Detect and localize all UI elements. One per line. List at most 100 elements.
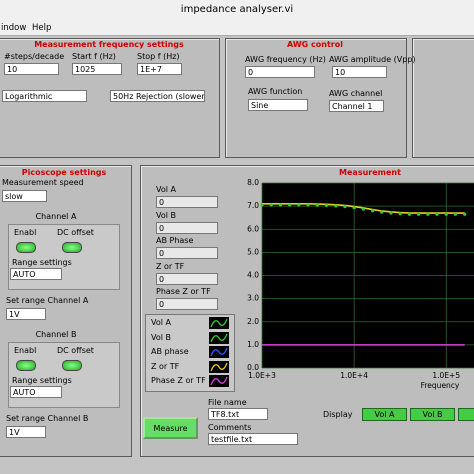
data-point	[260, 203, 264, 207]
title-bar	[0, 0, 474, 21]
data-point	[352, 206, 356, 210]
stop-input[interactable]: 1E+7	[137, 63, 182, 75]
legend-icon	[209, 317, 229, 329]
label: Enabl	[14, 228, 37, 237]
measure-button[interactable]: Measure	[143, 417, 198, 439]
label: AWG amplitude (Vpp)	[329, 55, 416, 64]
group-title: Channel B	[35, 330, 77, 339]
indicator-value[interactable]: 0	[156, 272, 218, 285]
y-tick-label: 6.0	[247, 224, 259, 233]
data-point	[444, 212, 448, 216]
indicator-value[interactable]: 0	[156, 221, 218, 234]
display-toggle[interactable]: Vol B	[410, 408, 455, 421]
label: AWG frequency (Hz)	[245, 55, 326, 64]
label: DC offset	[57, 346, 94, 355]
indicator-label: Phase Z or TF	[156, 287, 211, 296]
range-dropdown[interactable]: AUTO	[10, 268, 62, 280]
y-tick-label: 4.0	[247, 271, 259, 280]
dc-offset-led[interactable]	[62, 360, 82, 371]
dc-offset-led[interactable]	[62, 242, 82, 253]
legend-label: Vol B	[151, 332, 171, 342]
data-point	[288, 203, 292, 207]
enable-led[interactable]	[16, 360, 36, 371]
y-tick-label: 8.0	[247, 178, 259, 187]
data-point	[389, 211, 393, 215]
data-point	[306, 203, 310, 207]
data-point	[269, 203, 273, 207]
indicator-label: Z or TF	[156, 261, 185, 271]
indicator-label: Vol B	[156, 210, 176, 220]
indicator-label: AB Phase	[156, 236, 194, 245]
group-title: Channel A	[35, 212, 77, 221]
start-input[interactable]: 1025	[72, 63, 122, 75]
menu-bar	[0, 21, 474, 36]
set-range-dropdown[interactable]: 1V	[6, 308, 46, 320]
comments-input[interactable]: testfile.txt	[208, 433, 298, 445]
awg-function-input[interactable]: Sine	[248, 99, 308, 111]
legend-icon	[209, 331, 229, 344]
legend-icon	[209, 360, 229, 373]
data-point	[278, 203, 283, 207]
awg-panel	[225, 38, 407, 158]
legend-icon	[209, 346, 229, 359]
channel-b-group	[8, 342, 120, 408]
y-tick-label: 7.0	[247, 201, 259, 210]
y-tick-label: 2.0	[247, 317, 259, 326]
steps-input[interactable]: 10	[4, 63, 59, 75]
empty-panel	[412, 38, 474, 158]
scale-dropdown[interactable]: Logarithmic	[2, 90, 87, 102]
y-tick-label: 0.0	[247, 363, 259, 372]
menu-item: indow	[1, 23, 27, 33]
awg-freq-input[interactable]: 0	[245, 66, 315, 78]
panel-title: Measurement	[339, 168, 401, 177]
x-tick-label: 1.0E+4	[340, 371, 368, 380]
data-point	[297, 203, 301, 207]
display-toggle[interactable]: Vol A	[362, 408, 407, 421]
data-point	[324, 203, 329, 208]
awg-amp-input[interactable]: 10	[332, 66, 387, 78]
data-point	[426, 212, 430, 216]
file-input[interactable]: TF8.txt	[208, 408, 268, 420]
label: Comments	[208, 423, 252, 432]
legend-label: Vol A	[151, 318, 171, 327]
panel-title: Picoscope settings	[21, 168, 107, 177]
awg-channel-dropdown[interactable]: Channel 1	[329, 100, 384, 112]
pico-panel	[0, 165, 132, 457]
data-point	[380, 210, 384, 214]
label: #steps/decade	[4, 52, 65, 61]
label: AWG channel	[329, 89, 383, 98]
panel-title: Measurement frequency settings	[34, 40, 184, 49]
label: Range settings	[12, 376, 72, 385]
label: AWG function	[248, 87, 303, 96]
label: File name	[208, 398, 247, 407]
data-point	[453, 212, 458, 216]
window-title: impedance analyser.vi	[180, 4, 294, 15]
display-toggle[interactable]	[458, 408, 474, 421]
label: DC offset	[57, 228, 94, 237]
data-point	[361, 207, 365, 211]
y-tick-label: 3.0	[247, 294, 259, 303]
x-tick-label: 1.0E+5	[432, 371, 460, 380]
data-point	[407, 212, 412, 216]
label: Enabl	[14, 346, 37, 355]
label: Start f (Hz)	[72, 52, 116, 61]
rejection-dropdown[interactable]: 50Hz Rejection (slower)	[110, 90, 205, 102]
graph: 0.0 1.0 2.0 3.0 4.0 5.0 6.0 7.0 8.0 1.0E+3 1.0E+4 1…	[247, 178, 474, 390]
indicator-value[interactable]: 0	[156, 298, 218, 310]
data-point	[315, 203, 319, 207]
data-point	[463, 212, 467, 216]
enable-led[interactable]	[16, 242, 36, 253]
range-dropdown[interactable]: AUTO	[10, 386, 62, 398]
indicator-value[interactable]: 0	[156, 247, 218, 259]
data-point	[334, 204, 338, 208]
x-axis-label: Frequency	[421, 381, 460, 390]
x-tick-label: 1.0E+3	[248, 371, 276, 380]
label: Measurement speed	[2, 178, 84, 187]
indicator-value[interactable]: 0	[156, 196, 218, 208]
data-point	[417, 212, 421, 216]
indicator-label: Vol A	[156, 185, 176, 194]
speed-dropdown[interactable]: slow	[2, 190, 47, 202]
label: Set range Channel A	[6, 296, 89, 305]
label: Stop f (Hz)	[137, 52, 180, 61]
set-range-dropdown[interactable]: 1V	[6, 426, 46, 438]
